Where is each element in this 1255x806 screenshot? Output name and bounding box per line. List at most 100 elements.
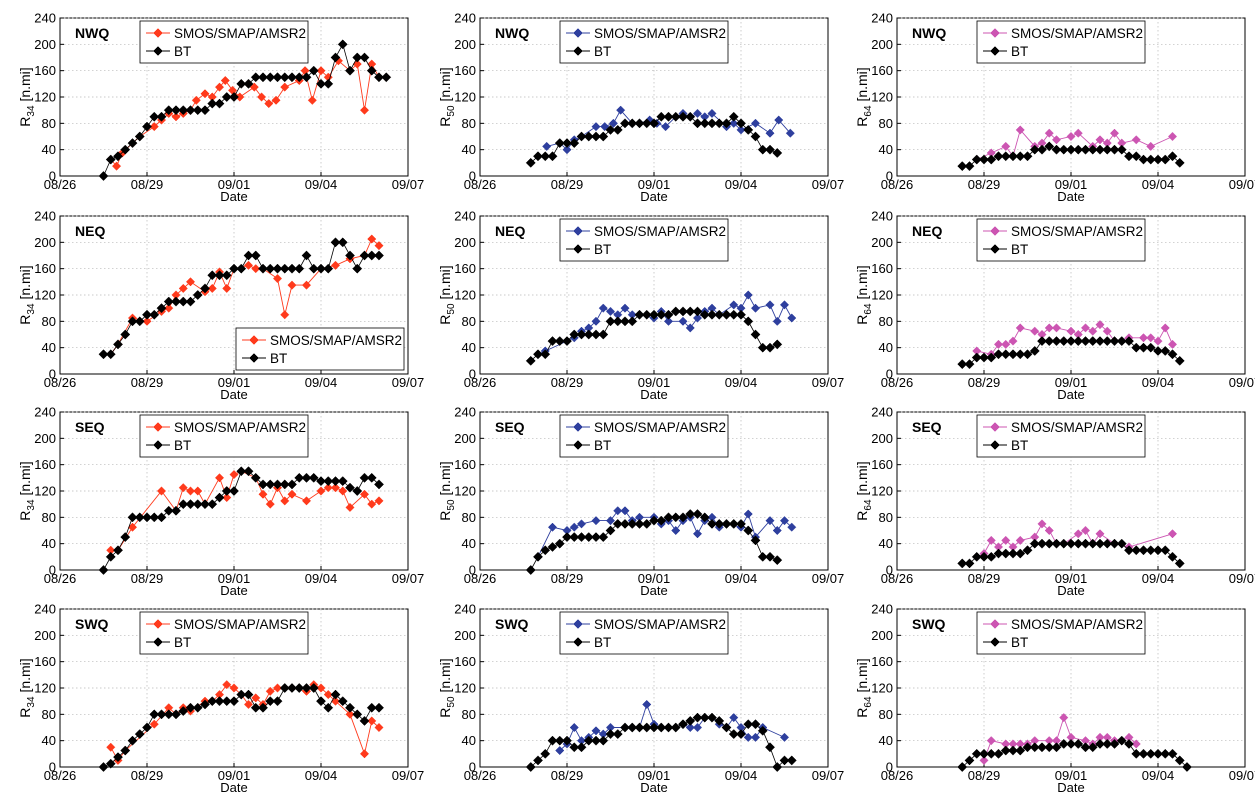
data-point xyxy=(685,715,696,726)
data-point xyxy=(598,131,609,142)
data-point xyxy=(736,125,746,135)
panel-seq-r50: 0 40 80 120 160 200 240 08/26 08/29 09/01 09/04 09/… xyxy=(437,405,844,599)
data-point xyxy=(120,329,131,340)
data-point xyxy=(993,548,1004,559)
quadrant-label: SEQ xyxy=(912,419,942,435)
data-point xyxy=(569,329,580,340)
x-axis-label: Date xyxy=(220,583,247,598)
data-point xyxy=(562,336,572,347)
data-point xyxy=(1044,128,1054,138)
data-point xyxy=(192,702,203,713)
x-tick-label: 09/04 xyxy=(305,768,338,783)
data-point xyxy=(620,722,630,733)
data-point xyxy=(316,696,326,707)
data-point xyxy=(979,352,989,363)
y-tick-label: 200 xyxy=(871,37,893,52)
data-point xyxy=(598,735,609,746)
data-point xyxy=(678,719,688,730)
data-point xyxy=(164,303,174,313)
data-point xyxy=(605,525,616,536)
data-point xyxy=(366,250,377,261)
data-point xyxy=(178,483,188,493)
data-point xyxy=(678,512,688,523)
y-tick-label: 0 xyxy=(49,367,56,382)
data-point xyxy=(207,696,218,707)
data-point xyxy=(583,532,594,543)
data-point xyxy=(964,558,975,569)
data-point xyxy=(265,499,275,509)
data-point xyxy=(1001,339,1011,349)
data-point xyxy=(265,686,275,696)
data-point xyxy=(294,683,305,693)
y-tick-label: 160 xyxy=(34,63,56,78)
quadrant-label: NWQ xyxy=(912,25,946,41)
data-point xyxy=(699,712,710,723)
data-point xyxy=(337,39,348,50)
x-tick-label: 09/01 xyxy=(1055,571,1088,586)
data-point xyxy=(171,709,181,720)
x-tick-label: 09/01 xyxy=(218,177,251,192)
y-tick-label: 120 xyxy=(871,288,893,303)
data-point xyxy=(220,75,230,86)
data-point xyxy=(670,722,681,733)
data-point xyxy=(120,532,131,543)
data-point xyxy=(1174,355,1185,366)
series-bt xyxy=(98,683,384,772)
data-point xyxy=(979,755,989,765)
data-point xyxy=(613,506,623,516)
data-point xyxy=(661,122,671,132)
legend-label: BT xyxy=(1011,438,1028,453)
x-tick-label: 09/07 xyxy=(812,375,845,390)
data-point xyxy=(1102,144,1113,155)
data-point xyxy=(692,712,703,723)
y-tick-label: 200 xyxy=(871,431,893,446)
x-tick-label: 09/04 xyxy=(1142,177,1175,192)
data-point xyxy=(287,280,297,290)
data-point xyxy=(707,712,717,723)
data-point xyxy=(214,98,225,109)
y-tick-label: 40 xyxy=(42,142,56,157)
quadrant-label: SWQ xyxy=(912,616,946,632)
data-point xyxy=(98,565,109,575)
data-point xyxy=(279,683,290,693)
data-point xyxy=(772,762,783,772)
x-tick-label: 08/29 xyxy=(131,571,164,586)
legend-label: SMOS/SMAP/AMSR2 xyxy=(174,26,306,41)
data-point xyxy=(272,72,283,83)
x-axis-label: Date xyxy=(220,387,247,402)
data-point xyxy=(656,309,667,320)
panel-swq-r50: 0 40 80 120 160 200 240 08/26 08/29 09/01 09/04 09/… xyxy=(437,602,844,796)
x-tick-label: 09/01 xyxy=(638,571,671,586)
data-point xyxy=(307,95,317,105)
y-tick-label: 160 xyxy=(871,654,893,669)
data-point xyxy=(1109,538,1120,549)
data-point xyxy=(222,283,232,293)
data-point xyxy=(1116,538,1127,549)
data-point xyxy=(772,525,782,536)
data-point xyxy=(1087,336,1098,347)
data-point xyxy=(649,722,659,733)
x-tick-label: 09/01 xyxy=(1055,768,1088,783)
legend-box xyxy=(559,414,729,458)
y-tick-label: 120 xyxy=(871,484,893,499)
data-point xyxy=(251,693,261,703)
data-point xyxy=(272,479,283,490)
data-point xyxy=(620,303,630,313)
data-point xyxy=(134,316,145,327)
data-point xyxy=(1095,336,1105,347)
legend: SMOS/SMAP/AMSR2 BT xyxy=(139,414,309,458)
data-point xyxy=(964,359,975,370)
data-point xyxy=(1058,336,1069,347)
data-point xyxy=(678,316,688,326)
data-point xyxy=(243,260,254,270)
legend: SMOS/SMAP/AMSR2 BT xyxy=(559,20,729,64)
data-point xyxy=(222,680,232,690)
data-point xyxy=(743,290,753,300)
data-point xyxy=(98,171,109,181)
data-point xyxy=(576,532,587,543)
y-tick-label: 120 xyxy=(454,288,476,303)
quadrant-label: NEQ xyxy=(495,223,525,239)
data-point xyxy=(1015,548,1026,559)
data-point xyxy=(1058,144,1069,155)
